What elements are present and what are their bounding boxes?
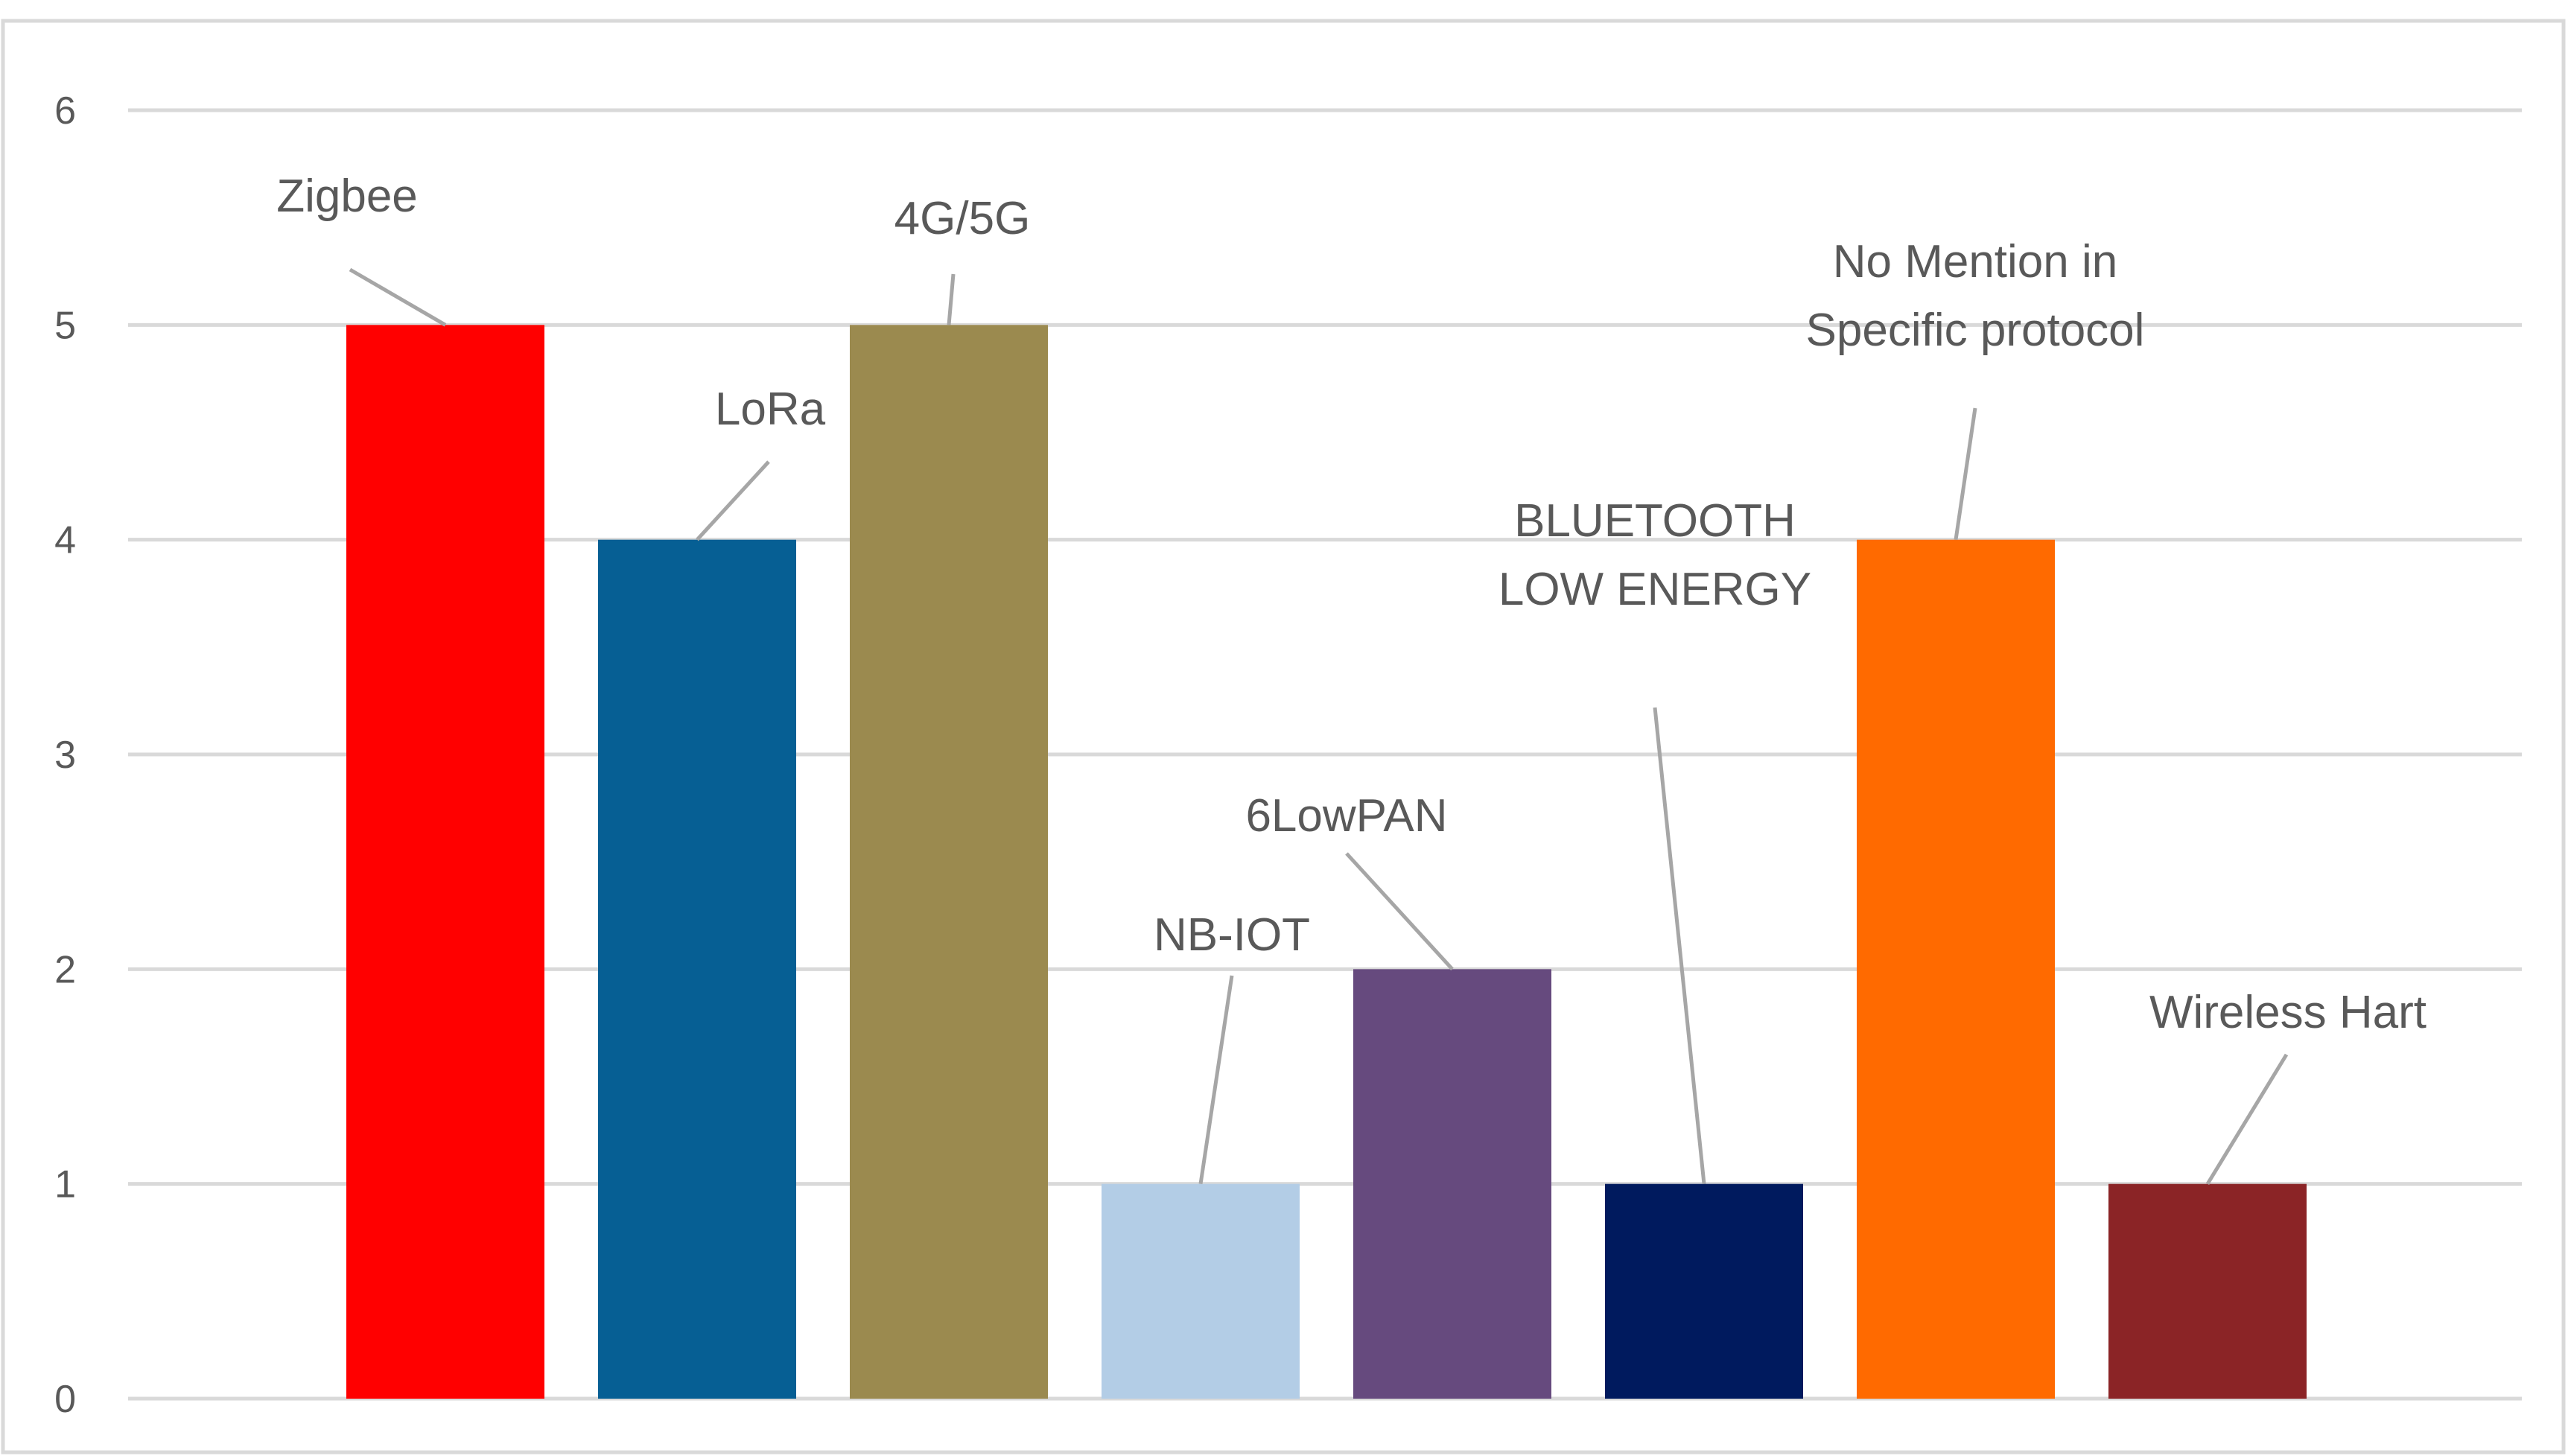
data-label-6-line-2: LOW ENERGY <box>1498 564 1811 615</box>
leader-line-5 <box>1345 852 1454 971</box>
bar-7 <box>1857 539 2055 1399</box>
data-label-5-line-1: 6LowPAN <box>1245 790 1447 842</box>
y-tick-label-3: 3 <box>54 734 76 777</box>
data-label-8: Wireless Hart <box>2149 987 2426 1038</box>
y-tick-label-2: 2 <box>54 948 76 991</box>
data-label-4-line-1: NB-IOT <box>1154 909 1310 961</box>
data-label-8-line-1: Wireless Hart <box>2149 987 2426 1038</box>
data-label-7-line-2: Specific protocol <box>1806 305 2145 356</box>
data-labels: Zigbee LoRa 4G/5G NB-IOT 6LowPAN BLUETOOTH LOW… <box>276 171 2426 1038</box>
y-tick-label-1: 1 <box>54 1163 76 1207</box>
leader-line-3 <box>947 273 956 325</box>
y-tick-label-5: 5 <box>54 304 76 347</box>
leader-line-1 <box>349 267 447 327</box>
data-label-3: 4G/5G <box>894 193 1031 244</box>
data-label-7: No Mention in Specific protocol <box>1806 236 2145 356</box>
bar-1 <box>346 325 544 1399</box>
bar-4 <box>1102 1183 1300 1399</box>
y-tick-label-6: 6 <box>54 89 76 133</box>
y-axis: 0 1 2 3 4 5 6 <box>54 89 76 1421</box>
data-label-2-line-1: LoRa <box>715 384 826 435</box>
bar-5 <box>1353 969 1551 1399</box>
data-label-2: LoRa <box>715 384 826 435</box>
leader-line-2 <box>696 460 770 541</box>
bars <box>346 325 2307 1399</box>
bar-2 <box>598 539 796 1399</box>
data-label-4: NB-IOT <box>1154 909 1310 961</box>
leader-lines <box>349 267 2289 1185</box>
y-tick-label-4: 4 <box>54 519 76 562</box>
leader-line-6 <box>1653 707 1706 1184</box>
data-label-3-line-1: 4G/5G <box>894 193 1031 244</box>
bar-6 <box>1605 1183 1803 1399</box>
data-label-5: 6LowPAN <box>1245 790 1447 842</box>
data-label-7-line-1: No Mention in <box>1833 236 2118 287</box>
leader-line-8 <box>2205 1053 2289 1185</box>
data-label-1-line-1: Zigbee <box>276 171 418 222</box>
data-label-1: Zigbee <box>276 171 418 222</box>
y-tick-label-0: 0 <box>54 1378 76 1421</box>
data-label-6-line-1: BLUETOOTH <box>1514 495 1796 547</box>
bar-3 <box>850 325 1048 1399</box>
bar-8 <box>2108 1183 2307 1399</box>
leader-line-4 <box>1198 975 1234 1185</box>
data-label-6: BLUETOOTH LOW ENERGY <box>1498 495 1811 615</box>
leader-line-7 <box>1954 407 1977 541</box>
